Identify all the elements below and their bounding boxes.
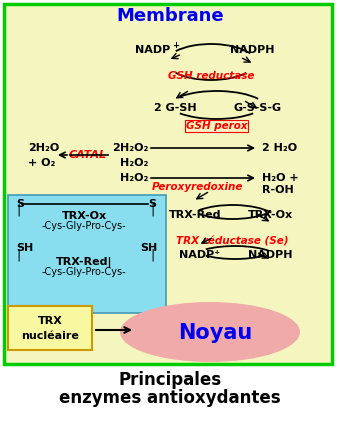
Text: CATAL: CATAL xyxy=(69,150,107,160)
Text: Noyau: Noyau xyxy=(178,323,252,343)
Text: NADP: NADP xyxy=(135,45,170,55)
Text: TRX-Ox: TRX-Ox xyxy=(62,211,106,221)
Text: NADP⁺: NADP⁺ xyxy=(180,250,221,260)
Text: |: | xyxy=(16,204,20,217)
Text: 2 G-SH: 2 G-SH xyxy=(154,103,196,113)
Text: NADPH: NADPH xyxy=(248,250,292,260)
Text: 2 H₂O: 2 H₂O xyxy=(262,143,297,153)
Text: SH: SH xyxy=(140,243,157,253)
Text: +: + xyxy=(172,42,179,50)
Text: S: S xyxy=(148,199,156,209)
Bar xyxy=(4,4,332,364)
Text: H₂O₂: H₂O₂ xyxy=(120,158,148,168)
Text: Membrane: Membrane xyxy=(116,7,224,25)
Text: nucléaire: nucléaire xyxy=(21,331,79,341)
Text: NADPH: NADPH xyxy=(230,45,274,55)
Text: -Cys-Gly-Pro-Cys-: -Cys-Gly-Pro-Cys- xyxy=(42,221,126,231)
Text: TRX réductase (Se): TRX réductase (Se) xyxy=(176,236,289,246)
Text: Principales: Principales xyxy=(118,371,222,389)
Text: G-S-S-G: G-S-S-G xyxy=(234,103,282,113)
Text: H₂O +: H₂O + xyxy=(262,173,299,183)
Text: Peroxyredoxine: Peroxyredoxine xyxy=(152,182,243,192)
Text: H₂O₂: H₂O₂ xyxy=(120,173,148,183)
Text: TRX-Ox: TRX-Ox xyxy=(248,210,292,220)
Text: |: | xyxy=(16,249,20,262)
Text: S: S xyxy=(16,199,24,209)
Text: -Cys-Gly-Pro-Cys-: -Cys-Gly-Pro-Cys- xyxy=(42,267,126,277)
Text: TRX: TRX xyxy=(37,316,63,326)
Text: |: | xyxy=(150,249,154,262)
Text: + O₂: + O₂ xyxy=(28,158,55,168)
Text: GSH perox: GSH perox xyxy=(186,121,247,131)
Text: |: | xyxy=(150,204,154,217)
FancyBboxPatch shape xyxy=(8,306,92,350)
Text: 2H₂O: 2H₂O xyxy=(28,143,59,153)
Text: TRX-Red: TRX-Red xyxy=(169,210,221,220)
Ellipse shape xyxy=(120,302,300,362)
Text: R-OH: R-OH xyxy=(262,185,294,195)
Text: TRX-Red|: TRX-Red| xyxy=(56,256,112,267)
Text: 2: 2 xyxy=(112,143,120,153)
Bar xyxy=(8,195,166,313)
Text: GSH reductase: GSH reductase xyxy=(168,71,254,81)
Text: SH: SH xyxy=(16,243,33,253)
Text: H₂O₂: H₂O₂ xyxy=(120,143,148,153)
Text: enzymes antioxydantes: enzymes antioxydantes xyxy=(59,389,281,407)
